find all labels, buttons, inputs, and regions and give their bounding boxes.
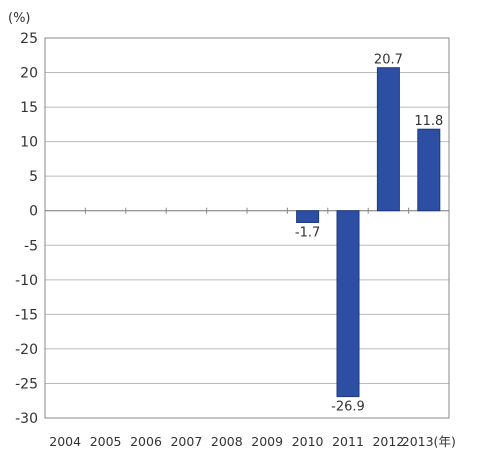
x-axis-categories: 2004 2005 2006 2007 2008 2009 2010 2011 20122013… bbox=[49, 434, 456, 449]
y-tick-label: 20 bbox=[20, 66, 38, 82]
x-category-label: 2010 bbox=[292, 434, 324, 449]
y-tick-label: -25 bbox=[15, 376, 38, 392]
x-category-label: 2012 bbox=[372, 434, 404, 449]
x-category-label: 2005 bbox=[90, 434, 122, 449]
x-category-label: 2004 bbox=[49, 434, 81, 449]
bar-2012 bbox=[376, 67, 400, 212]
bar-2011 bbox=[336, 210, 360, 398]
y-tick-label: -5 bbox=[24, 238, 38, 254]
x-category-label: 2006 bbox=[130, 434, 162, 449]
x-category-label: 2008 bbox=[211, 434, 243, 449]
x-category-label: 2013(年) bbox=[402, 434, 456, 449]
x-category-label: 2011 bbox=[332, 434, 364, 449]
data-label-2012: 20.7 bbox=[374, 53, 403, 68]
data-label-2010: -1.7 bbox=[295, 225, 320, 240]
bar-2010 bbox=[296, 210, 320, 223]
y-tick-label: 10 bbox=[20, 135, 38, 151]
bars bbox=[296, 67, 441, 398]
y-tick-label: 25 bbox=[20, 31, 38, 47]
y-tick-label: 0 bbox=[29, 204, 38, 220]
data-label-2011: -26.9 bbox=[331, 400, 365, 415]
data-label-2013: 11.8 bbox=[414, 114, 443, 129]
y-tick-label: 15 bbox=[20, 100, 38, 116]
y-tick-label: -20 bbox=[15, 342, 38, 358]
y-tick-label: -10 bbox=[15, 273, 38, 289]
y-unit-label: (%) bbox=[8, 11, 31, 26]
data-labels: -1.7 -26.9 20.7 11.8 bbox=[295, 53, 443, 415]
y-tick-label: -15 bbox=[15, 307, 38, 323]
y-tick-label: -30 bbox=[15, 411, 38, 427]
x-category-label: 2009 bbox=[251, 434, 283, 449]
x-category-label: 2007 bbox=[170, 434, 202, 449]
y-axis-ticks: 25 20 15 10 5 0 -5 -10 -15 -20 -25 -30 bbox=[15, 31, 38, 427]
plot-frame bbox=[44, 37, 450, 419]
y-tick-label: 5 bbox=[29, 169, 38, 185]
bar-2013 bbox=[417, 128, 441, 212]
